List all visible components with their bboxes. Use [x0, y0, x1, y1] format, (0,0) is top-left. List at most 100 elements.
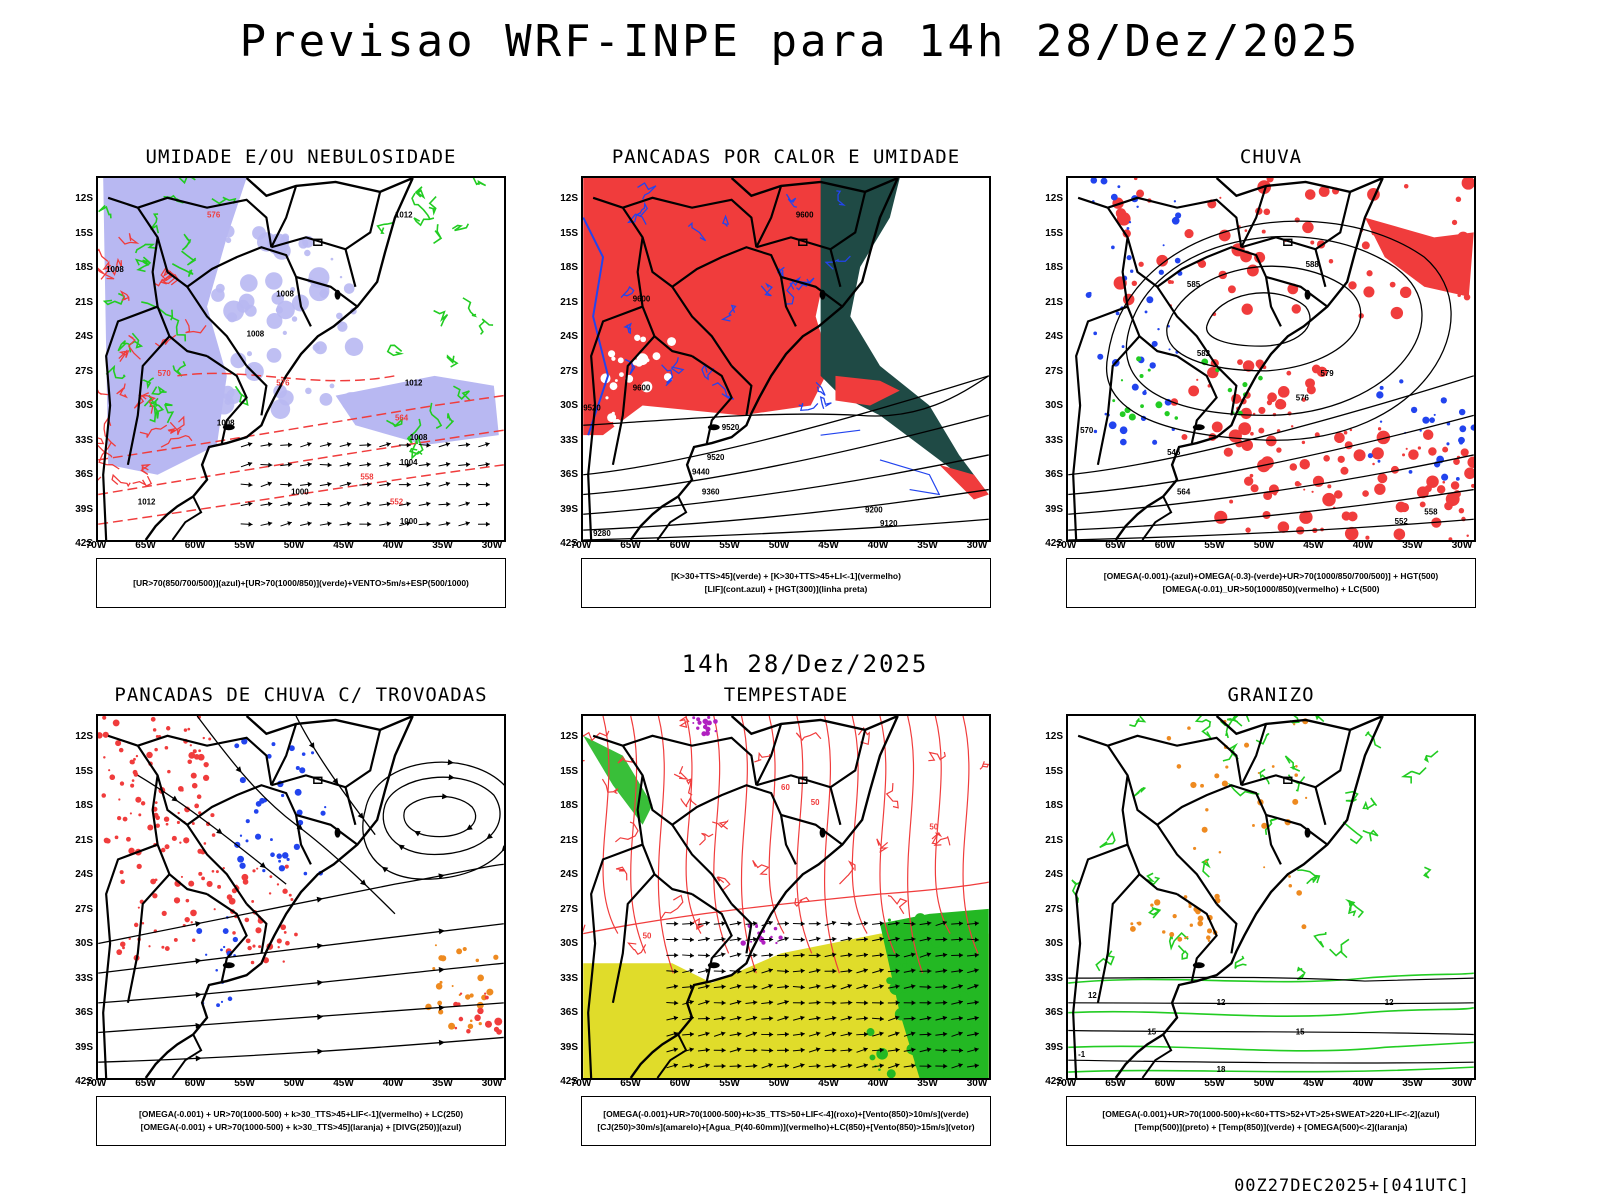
lat-label: 36S	[75, 1007, 93, 1018]
run-info-footer: 00Z27DEC2025+[041UTC]	[1234, 1176, 1470, 1196]
contour-label: 546	[1167, 448, 1181, 457]
legend-line: [OMEGA(-0.001)-(azul)+OMEGA(-0.3)-(verde…	[1103, 571, 1439, 581]
legend-tempestade: [OMEGA(-0.001)+UR>70(1000-500)+k>35_TTS>…	[581, 1096, 991, 1146]
lon-label: 45W	[818, 1078, 839, 1089]
lon-label: 40W	[382, 1078, 404, 1089]
contour-label: 564	[1177, 488, 1191, 497]
legend-chuva: [OMEGA(-0.001)-(azul)+OMEGA(-0.3)-(verde…	[1066, 558, 1476, 608]
contour-label: 1004	[400, 458, 418, 467]
contour-label: 1008	[276, 290, 294, 299]
lat-label: 33S	[560, 434, 578, 446]
lon-label: 50W	[283, 1078, 305, 1089]
lat-label: 15S	[75, 765, 93, 777]
lat-label: 12S	[1045, 731, 1063, 742]
contour-label: 576	[207, 211, 221, 220]
page-title: Previsao WRF-INPE para 14h 28/Dez/2025	[239, 16, 1361, 67]
map-tempestade: 50 50 60 50	[581, 714, 991, 1080]
lon-label: 60W	[1154, 1078, 1176, 1089]
lat-label: 15S	[75, 227, 93, 239]
contour-label: 564	[395, 413, 409, 422]
contour-label: 9520	[722, 423, 740, 432]
contour-label: 1000	[291, 488, 309, 497]
contour-label: 1008	[106, 265, 124, 274]
lat-label: 12S	[1045, 193, 1063, 204]
lat-label: 12S	[560, 193, 578, 204]
lat-label: 36S	[560, 469, 578, 480]
lat-label: 27S	[1045, 365, 1063, 377]
lon-label: 65W	[135, 540, 156, 551]
contour-label: 9360	[702, 488, 720, 497]
contour-label: 1012	[138, 497, 156, 506]
lat-label: 42S	[75, 538, 93, 549]
lat-label: 30S	[1045, 400, 1063, 411]
panel-title-chuva: CHUVA	[1239, 146, 1303, 168]
lat-label: 18S	[560, 800, 578, 811]
lat-label: 24S	[1045, 331, 1063, 342]
legend-line: [UR>70(850/700/500)](azul)+[UR>70(1000/8…	[133, 577, 469, 588]
contour-label: 552	[390, 497, 404, 506]
lat-label: 42S	[1045, 1076, 1063, 1087]
lat-label: 33S	[1045, 434, 1063, 446]
contour-label: 12	[1385, 998, 1394, 1007]
map-chuva: 588 585 582 579 576 570 564 558 552 546	[1066, 176, 1476, 542]
lat-label: 36S	[1045, 469, 1063, 480]
lat-label: 15S	[1045, 227, 1063, 239]
lat-label: 24S	[560, 331, 578, 342]
lat-label: 24S	[75, 869, 93, 880]
legend-line: [OMEGA(-0.001) + UR>70(1000-500) + k>30_…	[138, 1109, 464, 1119]
lat-label: 39S	[560, 503, 578, 515]
contour-label: 1008	[217, 418, 235, 427]
lat-label: 33S	[1045, 972, 1063, 984]
legend-umidade: [UR>70(850/700/500)](azul)+[UR>70(1000/8…	[96, 558, 506, 608]
lat-label: 18S	[1045, 262, 1063, 273]
contour-label: 9600	[633, 384, 651, 393]
lat-label: 15S	[1045, 765, 1063, 777]
contour-label: 576	[276, 379, 290, 388]
lat-label: 42S	[75, 1076, 93, 1087]
lat-label: 15S	[560, 765, 578, 777]
lon-label: 30W	[1451, 540, 1473, 551]
lat-label: 18S	[560, 262, 578, 273]
lat-label: 39S	[75, 503, 93, 515]
contour-label: 15	[1296, 1027, 1305, 1036]
contour-label: 558	[1424, 507, 1438, 516]
lon-label: 30W	[481, 540, 503, 551]
lon-label: 60W	[669, 540, 691, 551]
lon-label: 30W	[966, 1078, 988, 1089]
contour-label: 1012	[405, 379, 423, 388]
lon-label: 35W	[1402, 540, 1423, 551]
lat-label: 21S	[75, 296, 93, 308]
lat-label: 36S	[1045, 1007, 1063, 1018]
lon-label: 40W	[1352, 540, 1374, 551]
lat-label: 24S	[75, 331, 93, 342]
lat-label: 18S	[75, 262, 93, 273]
lat-label: 21S	[75, 834, 93, 846]
lat-label: 36S	[75, 469, 93, 480]
lat-label: 39S	[75, 1041, 93, 1053]
lon-label: 70W	[570, 1078, 592, 1089]
lat-label: 18S	[1045, 800, 1063, 811]
lon-label: 65W	[135, 1078, 156, 1089]
contour-label: 9120	[880, 519, 898, 528]
contour-label: 18	[1217, 1065, 1226, 1074]
contour-label: 50	[929, 823, 938, 832]
lon-label: 45W	[818, 540, 839, 551]
lat-label: 39S	[1045, 1041, 1063, 1053]
lat-label: 36S	[560, 1007, 578, 1018]
lon-label: 65W	[1105, 1078, 1126, 1089]
lon-label: 35W	[432, 540, 453, 551]
lon-label: 50W	[1253, 540, 1275, 551]
contour-label: 1008	[410, 433, 428, 442]
contour-label: 9280	[593, 529, 611, 538]
panel-title-trovoadas: PANCADAS DE CHUVA C/ TROVOADAS	[114, 684, 488, 706]
contour-label: 9600	[796, 211, 814, 220]
legend-line: [Temp(500)](preto) + [Temp(850)](verde) …	[1134, 1122, 1408, 1132]
lat-label: 12S	[560, 731, 578, 742]
lon-label: 30W	[481, 1078, 503, 1089]
lat-label: 39S	[560, 1041, 578, 1053]
legend-pancadas-calor: [K>30+TTS>45](verde) + [K>30+TTS>45+LI<-…	[581, 558, 991, 608]
lat-label: 21S	[560, 296, 578, 308]
contour-label: 60	[781, 783, 790, 792]
lat-label: 27S	[75, 903, 93, 915]
lon-label: 65W	[620, 540, 641, 551]
